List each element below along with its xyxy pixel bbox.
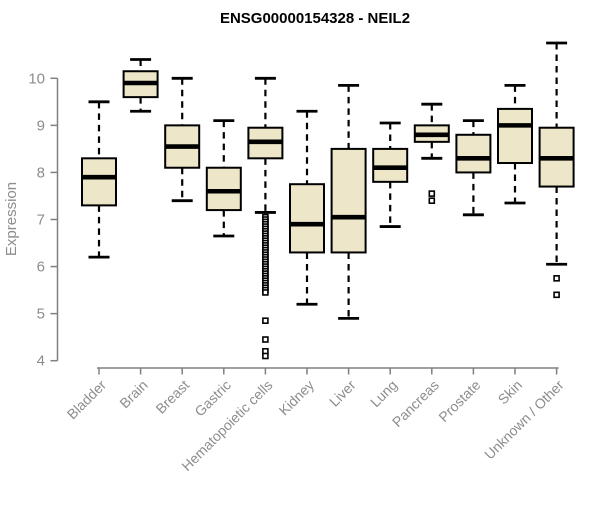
x-tick-label: Breast [152, 377, 192, 417]
outlier-point [428, 197, 436, 204]
x-tick-label: Lung [367, 377, 400, 410]
iqr-box [81, 157, 117, 207]
box-group-skin [497, 83, 533, 205]
x-tick-label: Liver [326, 377, 359, 410]
y-tick-label: 10 [28, 70, 45, 87]
y-tick-label: 9 [37, 117, 45, 134]
y-tick-label: 8 [37, 164, 45, 181]
y-tick-label: 5 [37, 306, 45, 323]
x-tick-label: Prostate [435, 377, 483, 425]
box-group-gastric [205, 119, 242, 238]
box-group-kidney [289, 109, 325, 306]
box-group-bladder [81, 100, 117, 259]
y-tick-label: 4 [37, 353, 45, 370]
box-group-prostate [455, 119, 492, 217]
iqr-box [455, 133, 492, 174]
iqr-box [372, 147, 409, 183]
iqr-box [497, 107, 533, 165]
iqr-box [289, 183, 325, 254]
iqr-box [330, 147, 367, 254]
x-tick-label: Brain [116, 377, 150, 411]
box-plots [81, 41, 575, 360]
chart-title: ENSG00000154328 - NEIL2 [220, 10, 410, 27]
box-group-brain [122, 58, 159, 113]
outlier-point [262, 289, 269, 296]
outlier-point [262, 336, 269, 343]
box-group-liver [330, 83, 367, 320]
x-tick-label: Kidney [276, 377, 318, 419]
x-tick-label: Skin [495, 377, 526, 408]
outlier-point [262, 352, 269, 360]
iqr-box [205, 166, 242, 212]
box-group-unknown-other [538, 41, 575, 299]
y-tick-label: 6 [37, 259, 45, 276]
box-group-hematopoietic-cells [247, 76, 284, 360]
x-tick-label: Bladder [64, 377, 110, 423]
box-group-lung [372, 121, 409, 228]
y-axis: 4 5 6 7 8 9 10 [28, 70, 59, 370]
box-group-breast [164, 76, 201, 203]
y-tick-label: 7 [37, 212, 45, 229]
box-group-pancreas [413, 102, 450, 204]
outlier-point [553, 275, 560, 282]
x-tick-label: Unknown / Other [481, 377, 567, 463]
outlier-point [262, 317, 269, 324]
outlier-point [428, 190, 436, 197]
y-axis-label: Expression [3, 182, 20, 256]
outlier-point [553, 291, 560, 299]
